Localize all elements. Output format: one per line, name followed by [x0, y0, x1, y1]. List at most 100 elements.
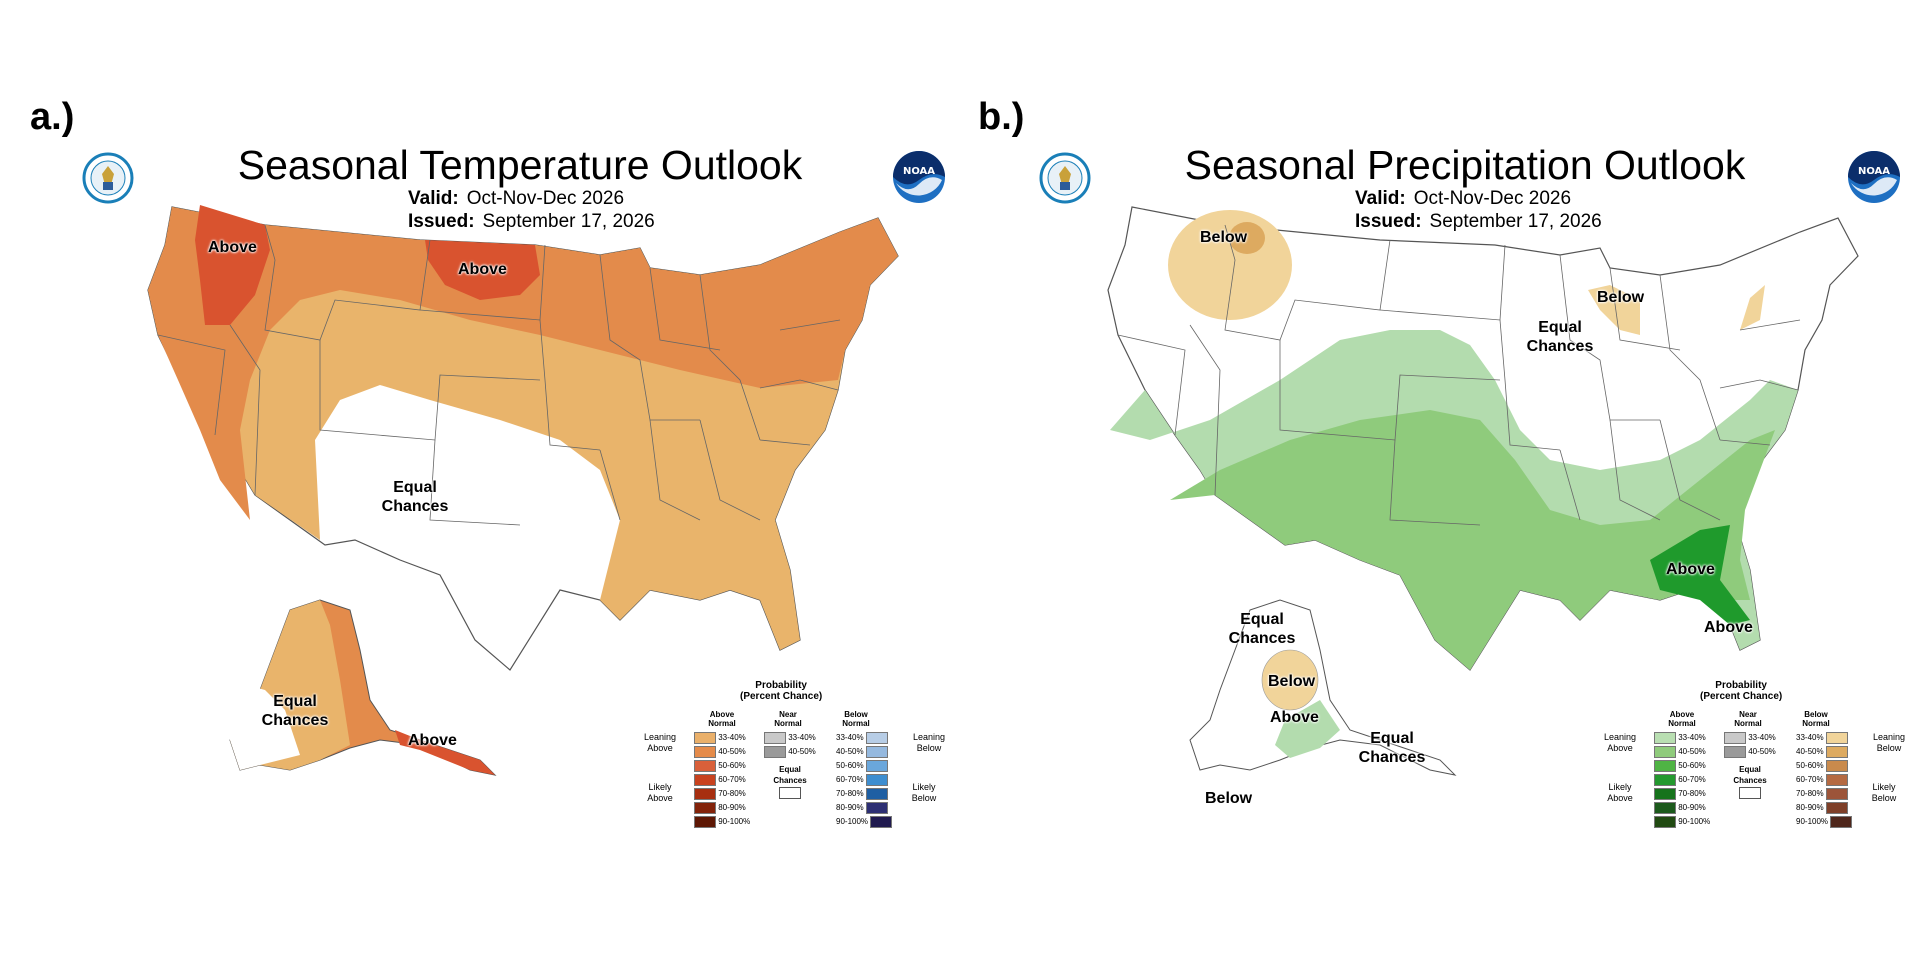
- legend-below-row: 40-50%: [1796, 746, 1848, 758]
- noaa-logo-icon: NOAA: [893, 151, 945, 203]
- issued-label: Issued:: [1355, 211, 1422, 232]
- legend-swatch: [1654, 732, 1676, 744]
- legend-range-label: 90-100%: [836, 817, 871, 827]
- issued-line: Issued: September 17, 2026: [408, 211, 655, 233]
- legend-range-label: 40-50%: [716, 747, 746, 757]
- legend-range-label: 90-100%: [1676, 817, 1711, 827]
- legend-swatch: [1825, 760, 1848, 772]
- legend-swatch: [694, 760, 716, 772]
- alaska-below: [1261, 649, 1319, 711]
- legend-swatch: [865, 788, 888, 800]
- legend-below-row: 60-70%: [836, 774, 888, 786]
- region-label-equal-chances: Equal Chances: [381, 479, 449, 515]
- above-50-60-north: [425, 240, 540, 300]
- legend-equal-chances: Equal Chances: [1733, 765, 1767, 785]
- legend-swatch: [1724, 732, 1746, 744]
- legend-swatch: [764, 732, 786, 744]
- region-label-equal-chances-alaska-north: Equal Chances: [1228, 611, 1296, 647]
- legend-below-row: 60-70%: [1796, 774, 1848, 786]
- legend-swatch: [1654, 816, 1676, 828]
- below-nw-region: [1168, 210, 1292, 320]
- legend-above-row: 80-90%: [1654, 802, 1706, 814]
- legend-below-row: 80-90%: [1796, 802, 1848, 814]
- region-label-above-nw: Above: [208, 239, 257, 256]
- legend-col-above: Above Normal: [708, 710, 736, 728]
- legend-above-row: 50-60%: [1654, 760, 1706, 772]
- legend: Probability (Percent Chance) Above Normal…: [1600, 680, 1920, 840]
- legend-range-label: 70-80%: [836, 789, 866, 799]
- legend-range-label: 80-90%: [716, 803, 746, 813]
- legend-above-row: 40-50%: [1654, 746, 1706, 758]
- legend-range-label: 90-100%: [716, 817, 751, 827]
- noaa-logo-icon: NOAA: [1848, 151, 1900, 203]
- alaska-equal: [225, 680, 300, 770]
- legend-swatch: [1830, 816, 1853, 828]
- temperature-outlook-map: [147, 205, 899, 776]
- legend-swatch: [1825, 788, 1848, 800]
- legend-above-row: 40-50%: [694, 746, 746, 758]
- region-label-equal-chances: Equal Chances: [1526, 319, 1594, 355]
- above-40-50-region: [1170, 410, 1775, 670]
- region-label-below-alaska: Below: [1268, 673, 1316, 690]
- noaa-logo-text: NOAA: [903, 166, 935, 177]
- legend-swatch: [1825, 802, 1848, 814]
- legend-range-label: 40-50%: [786, 747, 816, 757]
- valid-line: Valid: Oct-Nov-Dec 2026: [408, 188, 624, 210]
- legend-near-row: 33-40%: [1724, 732, 1776, 744]
- region-label-below-aleutians: Below: [1205, 790, 1253, 807]
- legend-above-row: 90-100%: [1654, 816, 1710, 828]
- legend-col-above: Above Normal: [1668, 710, 1696, 728]
- legend-range-label: 33-40%: [836, 733, 866, 743]
- region-label-above-southeast: Above: [1666, 561, 1715, 578]
- legend-below-row: 33-40%: [836, 732, 888, 744]
- legend-swatch: [1825, 732, 1848, 744]
- legend-swatch: [1654, 802, 1676, 814]
- legend-range-label: 33-40%: [786, 733, 816, 743]
- legend-range-label: 60-70%: [1676, 775, 1706, 785]
- legend-swatch: [1654, 788, 1676, 800]
- region-label-above-alaska: Above: [1270, 709, 1319, 726]
- issued-value: September 17, 2026: [1429, 211, 1602, 232]
- issued-value: September 17, 2026: [482, 211, 655, 232]
- legend-swatch: [1724, 746, 1746, 758]
- legend-swatch: [694, 802, 716, 814]
- legend-above-row: 33-40%: [1654, 732, 1706, 744]
- precipitation-outlook-panel: b.) Seasonal Precipitation Outlook Valid…: [960, 0, 1920, 960]
- legend-swatch: [694, 788, 716, 800]
- region-label-below-nw: Below: [1200, 229, 1248, 246]
- legend-swatch: [865, 802, 888, 814]
- region-label-above-florida: Above: [1704, 619, 1753, 636]
- legend-range-label: 80-90%: [836, 803, 866, 813]
- panel-letter: a.): [30, 96, 75, 138]
- doc-seal-icon: [82, 152, 134, 204]
- legend-range-label: 33-40%: [1796, 733, 1826, 743]
- legend-above-row: 33-40%: [694, 732, 746, 744]
- legend-equal-swatch: [1739, 787, 1761, 799]
- legend-leaning-above: Leaning Above: [643, 732, 677, 753]
- legend-above-row: 70-80%: [694, 788, 746, 800]
- legend-below-row: 40-50%: [836, 746, 888, 758]
- legend-near-row: 40-50%: [1724, 746, 1776, 758]
- legend-below-row: 70-80%: [836, 788, 888, 800]
- legend-swatch: [1825, 746, 1848, 758]
- legend-swatch: [865, 746, 888, 758]
- legend-title-line2: (Percent Chance): [1700, 691, 1783, 702]
- legend-swatch: [870, 816, 893, 828]
- legend-range-label: 33-40%: [1746, 733, 1776, 743]
- region-label-below-great-lakes: Below: [1597, 289, 1645, 306]
- issued-label: Issued:: [408, 211, 475, 232]
- region-label-above-alaska: Above: [408, 732, 457, 749]
- issued-line: Issued: September 17, 2026: [1355, 211, 1602, 233]
- legend-range-label: 33-40%: [716, 733, 746, 743]
- map-title: Seasonal Precipitation Outlook: [1184, 142, 1746, 188]
- legend-equal-chances: Equal Chances: [773, 765, 807, 785]
- legend-leaning-above: Leaning Above: [1603, 732, 1637, 753]
- legend-range-label: 40-50%: [1676, 747, 1706, 757]
- alaska-base: [1189, 599, 1457, 776]
- legend-swatch: [865, 760, 888, 772]
- alaska-green: [1275, 700, 1340, 758]
- legend-above-row: 50-60%: [694, 760, 746, 772]
- legend-range-label: 50-60%: [1676, 761, 1706, 771]
- legend-range-label: 50-60%: [1796, 761, 1826, 771]
- legend-above-row: 70-80%: [1654, 788, 1706, 800]
